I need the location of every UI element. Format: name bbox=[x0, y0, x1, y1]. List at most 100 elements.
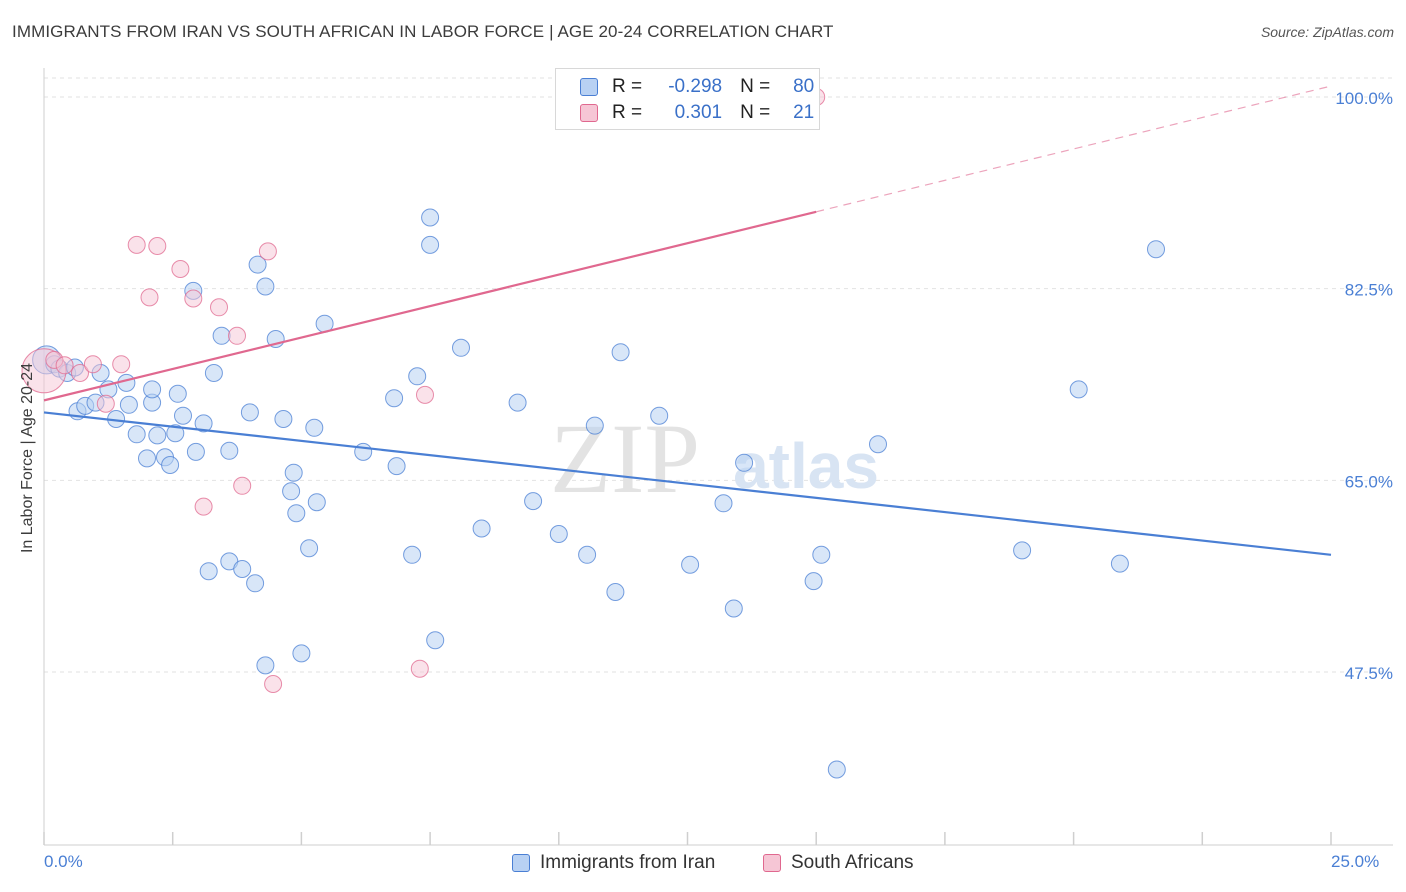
r-label: R = bbox=[612, 102, 643, 123]
point-iran bbox=[166, 424, 185, 443]
point-iran bbox=[606, 583, 625, 601]
point-south-african bbox=[112, 355, 131, 374]
point-south-african bbox=[55, 356, 74, 375]
point-iran bbox=[812, 545, 831, 564]
trend-layer bbox=[43, 85, 1332, 556]
point-iran bbox=[119, 395, 138, 414]
chart-title: IMMIGRANTS FROM IRAN VS SOUTH AFRICAN IN… bbox=[12, 22, 834, 41]
point-iran bbox=[408, 367, 427, 386]
point-iran bbox=[804, 572, 823, 591]
axis-layer bbox=[43, 68, 1393, 846]
stats-legend: R = -0.298 N = 80 R = 0.301 N = 21 bbox=[555, 68, 820, 130]
point-iran bbox=[143, 380, 162, 399]
point-iran bbox=[714, 494, 733, 513]
point-iran bbox=[174, 406, 192, 425]
n-label: N = bbox=[740, 76, 771, 97]
point-iran bbox=[220, 441, 239, 460]
point-iran bbox=[256, 656, 275, 675]
point-iran bbox=[869, 435, 887, 454]
point-iran bbox=[292, 644, 311, 663]
point-south-african bbox=[210, 298, 228, 317]
point-iran bbox=[212, 326, 231, 345]
point-iran bbox=[508, 393, 527, 412]
point-iran bbox=[240, 403, 259, 422]
point-iran bbox=[305, 418, 324, 437]
point-south-african bbox=[127, 235, 146, 254]
point-south-african bbox=[71, 364, 89, 382]
legend-item-iran: Immigrants from Iran bbox=[512, 852, 715, 874]
x-tick-label-min: 0.0% bbox=[44, 852, 83, 871]
point-iran bbox=[827, 760, 846, 779]
r-label: R = bbox=[612, 76, 643, 97]
trend-line-south-african bbox=[43, 210, 817, 402]
y-axis-title: In Labor Force | Age 20-24 bbox=[19, 362, 36, 554]
point-iran bbox=[472, 519, 491, 538]
n-value: 21 bbox=[793, 102, 815, 123]
point-iran bbox=[248, 255, 267, 274]
y-tick-labels: 100.0% 82.5% 65.0% 47.5% bbox=[1335, 89, 1393, 683]
y-tick-label: 65.0% bbox=[1345, 472, 1393, 491]
y-tick-label: 82.5% bbox=[1345, 281, 1393, 300]
r-value: -0.298 bbox=[668, 76, 723, 97]
point-iran bbox=[735, 453, 754, 472]
point-iran bbox=[681, 555, 700, 574]
point-iran bbox=[421, 235, 440, 254]
legend-swatch-pink bbox=[763, 854, 781, 872]
legend-label-iran: Immigrants from Iran bbox=[540, 852, 716, 873]
point-iran bbox=[421, 208, 440, 227]
watermark-zip: ZIP bbox=[550, 403, 700, 514]
point-iran bbox=[524, 492, 543, 511]
point-iran bbox=[385, 389, 404, 408]
point-iran bbox=[1013, 541, 1032, 560]
point-iran bbox=[578, 545, 597, 564]
n-label: N = bbox=[740, 102, 771, 123]
point-iran bbox=[1069, 380, 1088, 399]
point-south-african bbox=[194, 497, 213, 516]
point-south-african bbox=[264, 675, 283, 693]
trend-line-south-african-extension bbox=[816, 85, 1332, 213]
point-iran bbox=[387, 457, 406, 476]
point-iran bbox=[1147, 240, 1165, 259]
point-iran bbox=[426, 631, 445, 650]
point-iran bbox=[274, 410, 293, 428]
points-layer bbox=[21, 88, 1165, 779]
legend-swatch-pink bbox=[580, 104, 598, 122]
point-iran bbox=[611, 343, 630, 362]
x-tick-label-max: 25.0% bbox=[1331, 852, 1380, 871]
point-south-african bbox=[184, 289, 203, 308]
point-iran bbox=[650, 406, 669, 425]
point-iran bbox=[127, 425, 146, 444]
y-tick-label: 100.0% bbox=[1335, 89, 1393, 108]
point-iran bbox=[354, 442, 373, 461]
point-south-african bbox=[96, 394, 115, 413]
point-south-african bbox=[258, 242, 277, 261]
watermark: ZIP atlas bbox=[550, 403, 879, 514]
point-iran bbox=[1110, 554, 1129, 573]
point-iran bbox=[199, 562, 218, 581]
point-iran bbox=[117, 373, 136, 392]
point-south-african bbox=[228, 326, 246, 345]
legend-item-south-africans: South Africans bbox=[763, 852, 914, 874]
trend-line-iran bbox=[43, 411, 1332, 556]
legend-label-south-africans: South Africans bbox=[791, 852, 914, 873]
legend-swatch-blue bbox=[512, 854, 530, 872]
point-south-african bbox=[233, 476, 252, 495]
point-iran bbox=[148, 426, 167, 445]
point-iran bbox=[585, 416, 604, 435]
point-iran bbox=[161, 456, 180, 474]
point-iran bbox=[307, 493, 326, 512]
y-tick-label: 47.5% bbox=[1345, 664, 1393, 683]
point-south-african bbox=[148, 237, 167, 255]
point-iran bbox=[256, 277, 275, 296]
point-iran bbox=[138, 449, 156, 468]
point-iran bbox=[287, 504, 306, 523]
point-iran bbox=[300, 539, 319, 558]
point-south-african bbox=[171, 260, 190, 278]
point-south-african bbox=[416, 385, 434, 404]
point-south-african bbox=[140, 288, 159, 307]
point-iran bbox=[233, 560, 252, 578]
n-value: 80 bbox=[793, 76, 815, 97]
point-iran bbox=[284, 463, 303, 482]
point-iran bbox=[724, 599, 743, 618]
